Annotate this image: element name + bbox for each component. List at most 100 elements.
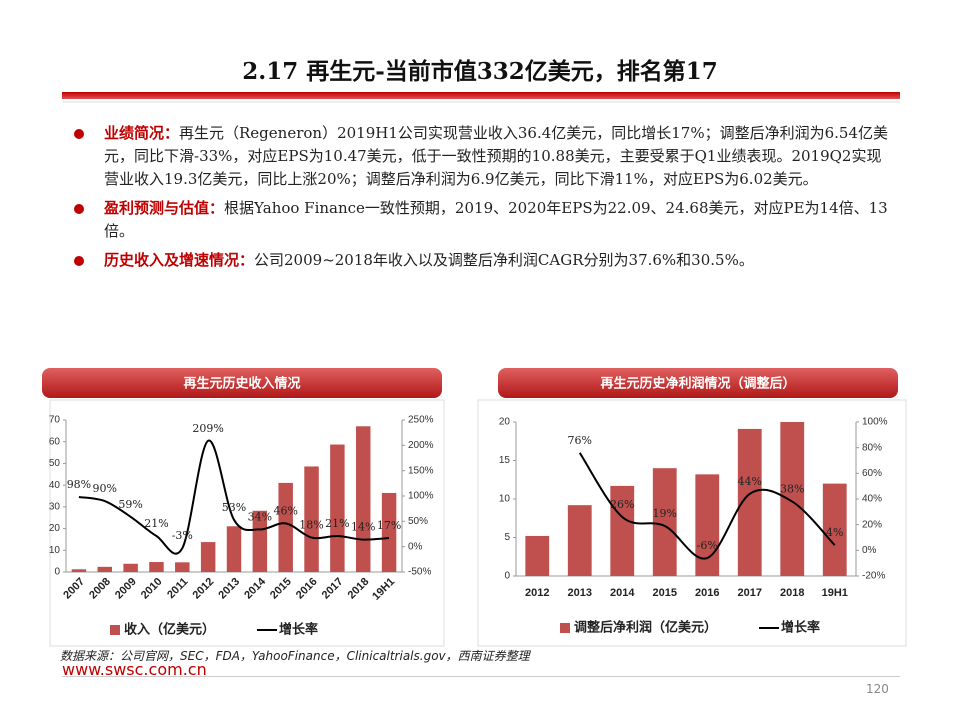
- x-tick-label: 2017: [738, 587, 762, 599]
- bullet: 历史收入及增速情况：公司2009~2018年收入以及调整后净利润CAGR分别为3…: [74, 249, 896, 272]
- y-tick-label: 40: [49, 480, 61, 491]
- y-tick-label: 0: [54, 567, 60, 578]
- bar: [822, 483, 847, 576]
- page-number: 120: [866, 682, 889, 696]
- y2-tick-label: -50%: [408, 567, 431, 578]
- bar: [567, 505, 592, 576]
- value-label: 53%: [222, 501, 246, 514]
- bullet: 业绩简况：再生元（Regeneron）2019H1公司实现营业收入36.4亿美元…: [74, 122, 896, 191]
- y2-tick-label: 100%: [408, 491, 434, 502]
- bar: [97, 566, 113, 572]
- bar: [200, 542, 216, 572]
- title-rule: [62, 92, 900, 99]
- y2-tick-label: 80%: [862, 442, 882, 453]
- y2-tick-label: 60%: [862, 468, 882, 479]
- y-tick-label: 10: [49, 545, 61, 556]
- legend-swatch: [560, 623, 570, 633]
- footer-rule: [62, 676, 900, 677]
- y-tick-label: 15: [499, 455, 511, 466]
- legend-label: 调整后净利润（亿美元）: [574, 619, 717, 634]
- y-tick-label: 30: [49, 501, 61, 512]
- value-label: 98%: [67, 478, 91, 491]
- y-tick-label: 5: [504, 532, 510, 543]
- value-label: 34%: [248, 510, 272, 523]
- value-label: -6%: [697, 539, 718, 552]
- y-tick-label: 10: [499, 494, 511, 505]
- source-note: 数据来源：公司官网，SEC，FDA，YahooFinance，Clinicalt…: [60, 649, 530, 663]
- value-label: 90%: [93, 482, 117, 495]
- bar: [175, 562, 190, 572]
- chart-frame: [49, 399, 445, 647]
- x-tick-label: 2018: [780, 587, 804, 599]
- bullet-list: 业绩简况：再生元（Regeneron）2019H1公司实现营业收入36.4亿美元…: [74, 122, 896, 278]
- bullet-lead: 业绩简况：: [104, 124, 180, 142]
- bar: [525, 535, 550, 576]
- bar: [149, 562, 164, 572]
- chart-title: 再生元历史收入情况: [183, 375, 300, 390]
- value-label: 21%: [325, 517, 349, 530]
- legend-swatch: [110, 625, 120, 635]
- y2-tick-label: 250%: [408, 415, 434, 426]
- value-label: 46%: [273, 504, 297, 517]
- chart-banner: [498, 368, 898, 398]
- bar: [278, 482, 293, 572]
- x-tick-label: 2015: [653, 587, 677, 599]
- x-tick-label: 19H1: [822, 587, 848, 599]
- bar: [123, 563, 138, 572]
- y2-tick-label: 200%: [408, 440, 434, 451]
- bar: [610, 485, 635, 576]
- chart-title: 再生元历史净利润情况（调整后）: [600, 375, 795, 390]
- bar: [695, 474, 720, 576]
- bullet: 盈利预测与估值：根据Yahoo Finance一致性预期，2019、2020年E…: [74, 197, 896, 243]
- y-tick-label: 20: [49, 523, 61, 534]
- bullet-text: 公司2009~2018年收入以及调整后净利润CAGR分别为37.6%和30.5%…: [254, 251, 754, 269]
- y2-tick-label: -20%: [862, 571, 885, 582]
- y2-tick-label: 40%: [862, 494, 882, 505]
- y2-tick-label: 50%: [408, 516, 428, 527]
- value-label: 209%: [192, 422, 223, 435]
- bullet-text: 根据Yahoo Finance一致性预期，2019、2020年EPS为22.09…: [104, 199, 888, 240]
- legend-label: 增长率: [781, 619, 820, 634]
- value-label: 21%: [144, 517, 168, 530]
- y2-tick-label: 0%: [408, 541, 423, 552]
- bar: [71, 569, 87, 572]
- value-label: 14%: [351, 521, 375, 534]
- x-tick-label: 2016: [695, 587, 719, 599]
- value-label: 76%: [568, 434, 592, 447]
- y-tick-label: 60: [49, 436, 61, 447]
- y-tick-label: 20: [499, 417, 511, 428]
- bar: [381, 492, 397, 572]
- x-tick-label: 2013: [568, 587, 592, 599]
- bar: [226, 526, 242, 572]
- bullet-lead: 盈利预测与估值：: [104, 199, 225, 217]
- value-label: 18%: [299, 519, 323, 532]
- value-label: 26%: [610, 498, 634, 511]
- growth-line: [78, 439, 390, 555]
- value-label: 4%: [826, 526, 843, 539]
- y-tick-label: 0: [504, 571, 510, 582]
- x-tick-label: 2012: [525, 587, 549, 599]
- chart-banner: [42, 368, 442, 398]
- legend-label: 增长率: [279, 621, 318, 636]
- bar: [355, 426, 371, 572]
- growth-line: [578, 452, 836, 560]
- y2-tick-label: 0%: [862, 545, 877, 556]
- website: www.swsc.com.cn: [62, 660, 207, 679]
- bar: [780, 422, 805, 576]
- x-tick-label: 2014: [610, 587, 635, 599]
- y-tick-label: 70: [49, 415, 61, 426]
- bar: [252, 510, 268, 572]
- bullet-lead: 历史收入及增速情况：: [104, 251, 255, 269]
- value-label: 38%: [780, 483, 804, 496]
- y2-tick-label: 100%: [862, 417, 888, 428]
- value-label: -3%: [172, 529, 193, 542]
- y2-tick-label: 20%: [862, 519, 882, 530]
- bar: [652, 468, 677, 576]
- bar: [737, 428, 762, 576]
- legend-label: 收入（亿美元）: [124, 621, 215, 636]
- y-tick-label: 50: [49, 458, 61, 469]
- title-rule-shadow: [62, 101, 900, 103]
- value-label: 44%: [738, 475, 762, 488]
